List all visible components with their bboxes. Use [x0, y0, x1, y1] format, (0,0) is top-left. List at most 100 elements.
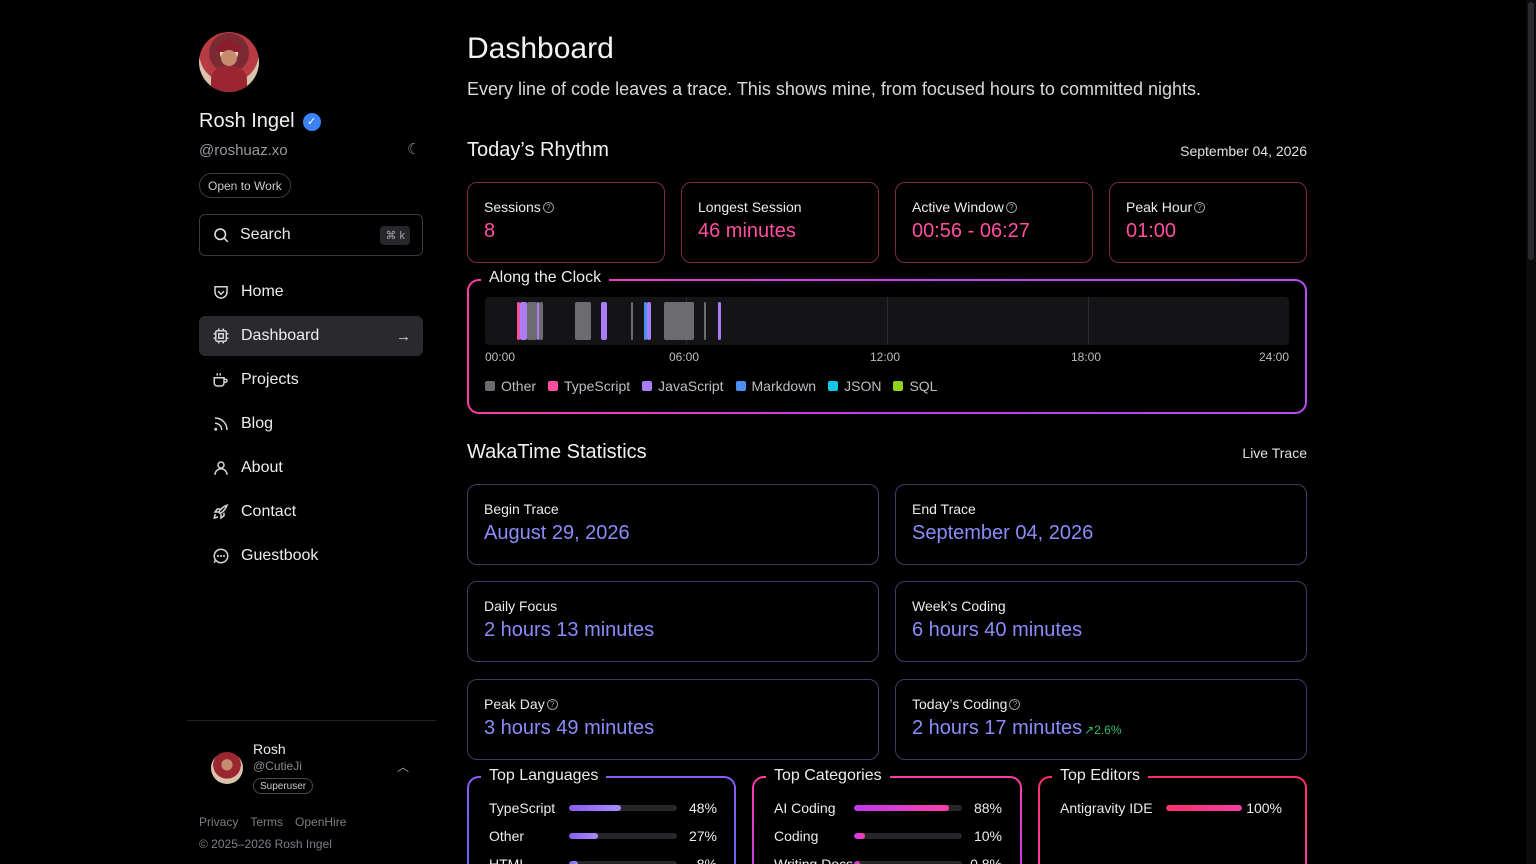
legend-label: Markdown: [751, 378, 817, 394]
footer-link-openhire[interactable]: OpenHire: [295, 815, 347, 829]
stat-label: Daily Focus: [484, 598, 862, 614]
timeline-ticks: 00:00 06:00 12:00 18:00 24:00: [485, 350, 1289, 364]
top-editors-panel: Top Editors Antigravity IDE 100%: [1038, 767, 1307, 864]
stat-label-text: Week’s Coding: [912, 598, 1006, 614]
ranking-bar-fill: [854, 805, 950, 811]
top-editors-title: Top Editors: [1052, 767, 1149, 785]
timeline-segment-other[interactable]: [630, 302, 634, 340]
search-label: Search: [240, 226, 291, 243]
stat-value: 8: [484, 220, 496, 242]
stat-label-text: Peak Hour: [1126, 199, 1193, 215]
legend-swatch: [642, 381, 653, 391]
tick-label: 06:00: [669, 350, 700, 364]
timeline-segment-typescript[interactable]: [517, 302, 521, 340]
grid-line: [887, 297, 888, 345]
ranking-label: TypeScript: [489, 800, 556, 816]
stat-card-active-window: Active Window? 00:56 - 06:27: [895, 182, 1093, 263]
footer-link-terms[interactable]: Terms: [250, 815, 284, 829]
timeline-segment-javascript[interactable]: [520, 302, 527, 340]
stat-card-daily-focus: Daily Focus 2 hours 13 minutes: [467, 581, 879, 662]
rocket-icon: [211, 502, 231, 522]
top-categories-panel: Top Categories AI Coding 88% Coding 10% Writ…: [752, 767, 1022, 864]
user-avatar[interactable]: [211, 752, 243, 784]
legend-label: Other: [501, 378, 537, 394]
stat-value: 00:56 - 06:27: [912, 220, 1030, 242]
timeline-segment-javascript[interactable]: [717, 302, 722, 340]
nav-item-dashboard[interactable]: Dashboard →: [199, 316, 423, 356]
ranking-percent: 0.8%: [970, 856, 1002, 864]
ranking-label: HTML: [489, 856, 528, 864]
stat-label: Peak Day?: [484, 696, 862, 712]
timeline-segment-other[interactable]: [526, 302, 537, 340]
stat-label-text: Longest Session: [698, 199, 802, 215]
footer-link-privacy[interactable]: Privacy: [199, 815, 239, 829]
page-scrollbar[interactable]: [1526, 0, 1536, 864]
legend-label: TypeScript: [564, 378, 631, 394]
arrow-right-icon: →: [396, 327, 411, 345]
ranking-bar: [854, 805, 962, 811]
timeline-segment-markdown[interactable]: [644, 302, 648, 340]
scrollbar-thumb[interactable]: [1528, 2, 1534, 260]
profile-name-text: Rosh Ingel: [199, 110, 295, 132]
timeline-segment-javascript[interactable]: [600, 302, 608, 340]
nav-item-contact[interactable]: Contact: [199, 492, 423, 532]
ranking-row: Writing Docs 0.8%: [774, 856, 1002, 864]
tick-label: 00:00: [485, 350, 516, 364]
help-icon[interactable]: ?: [1005, 201, 1017, 213]
legend-label: JSON: [844, 378, 882, 394]
help-icon[interactable]: ?: [1009, 698, 1021, 710]
nav-item-home[interactable]: Home: [199, 272, 423, 312]
ranking-label: Antigravity IDE: [1060, 800, 1153, 816]
profile-avatar[interactable]: [199, 32, 259, 92]
stat-card-peak-hour: Peak Hour? 01:00: [1109, 182, 1307, 263]
nav-item-about[interactable]: About: [199, 448, 423, 488]
profile-name: Rosh Ingel ✓: [199, 110, 321, 133]
nav-item-guestbook[interactable]: Guestbook: [199, 536, 423, 576]
timeline-segment-other[interactable]: [575, 302, 591, 340]
timeline-segment-javascript[interactable]: [536, 302, 540, 340]
timeline-segment-other[interactable]: [704, 302, 707, 340]
nav-item-projects[interactable]: Projects: [199, 360, 423, 400]
live-trace-label[interactable]: Live Trace: [1242, 445, 1307, 461]
ranking-percent: 88%: [973, 800, 1002, 816]
rss-icon: [211, 414, 231, 434]
sidebar: Rosh Ingel ✓ @roshuaz.xo ☾ Open to Work …: [187, 0, 436, 864]
theme-toggle-moon-icon[interactable]: ☾: [407, 141, 421, 158]
ranking-row: Coding 10%: [774, 828, 1002, 844]
ranking-bar: [854, 833, 962, 839]
ranking-bar-fill: [854, 861, 861, 864]
top-languages-title: Top Languages: [481, 767, 607, 785]
stat-value-text: 2 hours 17 minutes: [912, 717, 1083, 739]
stat-label: Active Window?: [912, 199, 1076, 215]
nav-label: Projects: [241, 371, 299, 388]
stat-card-longest-session: Longest Session 46 minutes: [681, 182, 879, 263]
timeline-segment-javascript[interactable]: [647, 302, 651, 340]
ranking-percent: 100%: [1246, 800, 1282, 816]
timeline-segment-other[interactable]: [664, 302, 695, 340]
stat-label-text: Today’s Coding: [912, 696, 1008, 712]
ranking-bar-fill: [569, 805, 621, 811]
help-icon[interactable]: ?: [542, 201, 554, 213]
timeline-segment-other[interactable]: [539, 302, 543, 340]
nav-item-blog[interactable]: Blog: [199, 404, 423, 444]
help-icon[interactable]: ?: [1194, 201, 1206, 213]
stat-value: August 29, 2026: [484, 522, 630, 544]
chip-icon: [211, 326, 231, 346]
open-to-work-badge[interactable]: Open to Work: [199, 173, 291, 198]
nav-label: Dashboard: [241, 327, 320, 344]
stat-label-text: Sessions: [484, 199, 541, 215]
legend-swatch: [485, 381, 495, 391]
legend-swatch: [893, 381, 904, 391]
ranking-bar-fill: [569, 833, 599, 839]
chat-icon: [211, 546, 231, 566]
chevron-up-icon[interactable]: ︿: [397, 760, 410, 774]
search-button[interactable]: Search ⌘ k: [199, 214, 423, 256]
stat-card-weeks-coding: Week’s Coding 6 hours 40 minutes: [895, 581, 1307, 662]
ranking-label: Other: [489, 828, 525, 844]
stat-card-sessions: Sessions? 8: [467, 182, 665, 263]
home-icon: [211, 282, 231, 302]
stat-card-peak-day: Peak Day? 3 hours 49 minutes: [467, 679, 879, 760]
help-icon[interactable]: ?: [546, 698, 558, 710]
stat-value: September 04, 2026: [912, 522, 1094, 544]
main-content: Dashboard Every line of code leaves a tr…: [467, 0, 1307, 864]
